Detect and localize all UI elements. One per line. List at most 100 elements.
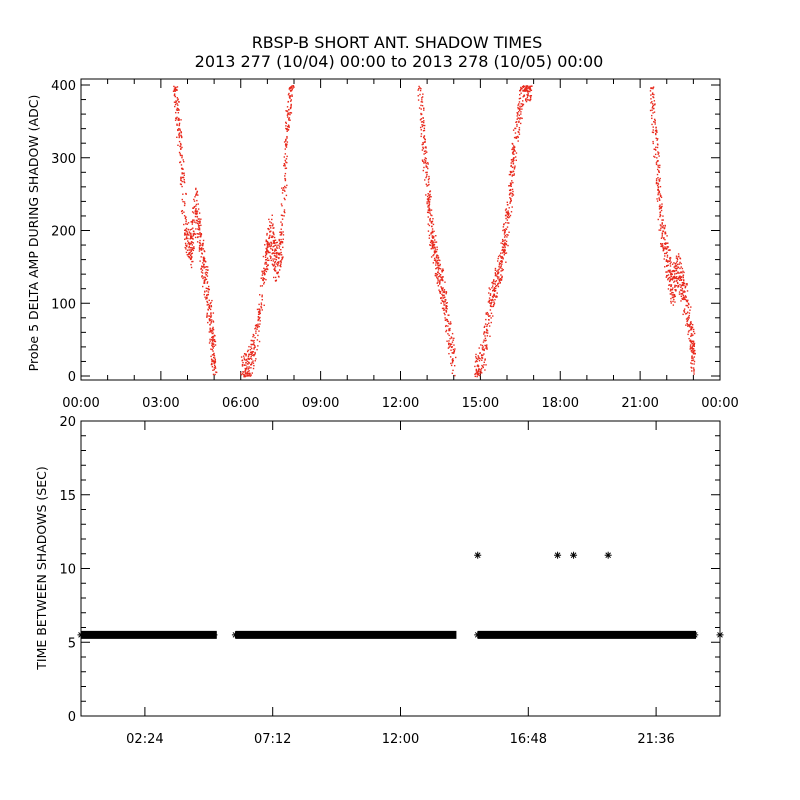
top-data-point xyxy=(484,369,486,371)
top-data-point xyxy=(690,362,692,364)
top-data-point xyxy=(674,289,677,291)
top-data-point xyxy=(662,247,665,250)
top-data-point xyxy=(512,162,515,164)
top-data-point xyxy=(515,159,517,162)
top-data-point xyxy=(514,150,516,152)
top-data-point xyxy=(690,347,692,350)
top-data-point xyxy=(278,257,280,260)
top-data-point xyxy=(176,124,178,126)
top-data-point xyxy=(282,189,284,191)
top-data-point xyxy=(511,159,513,161)
top-data-point xyxy=(254,351,256,354)
top-data-point xyxy=(180,134,182,136)
top-data-point xyxy=(493,288,495,290)
top-data-point xyxy=(424,138,426,141)
top-data-point xyxy=(658,179,661,182)
top-data-point xyxy=(194,233,197,235)
top-data-point xyxy=(448,329,450,332)
top-data-point xyxy=(432,243,435,245)
top-data-point xyxy=(516,121,518,123)
top-data-point xyxy=(435,235,437,237)
top-data-point xyxy=(285,167,288,169)
top-data-point xyxy=(432,218,434,220)
top-data-point xyxy=(451,337,453,339)
top-data-point xyxy=(501,275,503,278)
top-data-point xyxy=(210,305,213,308)
top-data-point xyxy=(671,270,674,272)
top-data-point xyxy=(504,239,506,241)
top-data-point xyxy=(502,257,504,259)
top-data-point xyxy=(181,146,183,149)
top-data-point xyxy=(508,193,511,196)
top-data-point xyxy=(477,358,479,361)
top-data-point xyxy=(442,268,444,270)
top-data-point xyxy=(502,229,504,232)
bottom-data-point xyxy=(84,631,92,639)
top-data-point xyxy=(523,90,525,92)
top-data-point xyxy=(446,320,449,323)
top-data-point xyxy=(195,219,198,222)
top-data-point xyxy=(431,214,433,217)
top-data-point xyxy=(514,165,516,167)
bottom-data-point xyxy=(189,631,197,639)
top-data-point xyxy=(201,276,203,278)
top-x-tick-label: 18:00 xyxy=(542,396,579,411)
top-data-point xyxy=(662,215,664,217)
top-data-point xyxy=(193,198,195,201)
top-data-point xyxy=(443,289,446,291)
top-data-point xyxy=(435,264,437,266)
top-data-point xyxy=(434,252,436,254)
top-data-point xyxy=(436,277,438,279)
top-data-point xyxy=(212,342,214,344)
top-data-point xyxy=(480,354,483,357)
bottom-data-point xyxy=(280,631,288,639)
top-data-point xyxy=(676,267,678,270)
top-data-point xyxy=(651,92,654,94)
top-data-point xyxy=(488,325,491,327)
top-data-point xyxy=(441,289,443,291)
top-data-point xyxy=(493,295,495,297)
top-y-axis-label: Probe 5 DELTA AMP DURING SHADOW (ADC) xyxy=(26,95,41,372)
top-data-point xyxy=(279,243,282,245)
top-data-point xyxy=(510,185,512,187)
top-data-point xyxy=(195,188,197,191)
top-data-point xyxy=(496,260,499,262)
top-data-point xyxy=(442,287,444,289)
top-data-point xyxy=(655,181,658,184)
top-data-point xyxy=(679,272,681,274)
top-data-point xyxy=(687,306,690,309)
top-data-point xyxy=(281,192,284,194)
top-data-point xyxy=(520,113,522,115)
bottom-data-point xyxy=(684,631,692,639)
top-data-point xyxy=(452,358,454,360)
top-data-point xyxy=(288,88,291,90)
top-data-point xyxy=(430,196,432,198)
top-data-point xyxy=(289,107,292,109)
top-data-point xyxy=(505,221,507,224)
top-data-points xyxy=(172,85,696,378)
top-data-point xyxy=(261,279,264,281)
top-data-point xyxy=(203,250,205,252)
top-data-point xyxy=(452,348,455,351)
top-data-point xyxy=(693,371,695,373)
top-data-point xyxy=(429,217,431,220)
top-data-point xyxy=(213,361,215,363)
top-data-point xyxy=(654,121,656,123)
top-data-point xyxy=(494,283,497,285)
top-data-point xyxy=(248,366,250,368)
top-data-point xyxy=(274,250,276,252)
top-data-point xyxy=(427,223,429,225)
top-data-point xyxy=(428,177,430,180)
top-data-point xyxy=(653,100,656,102)
top-data-point xyxy=(437,255,439,257)
top-data-point xyxy=(283,156,286,158)
top-data-point xyxy=(503,223,505,225)
top-data-point xyxy=(671,291,673,294)
top-data-point xyxy=(251,352,253,354)
top-data-point xyxy=(424,157,427,159)
top-data-point xyxy=(212,320,215,322)
top-data-point xyxy=(266,250,268,252)
bottom-data-point xyxy=(656,631,664,639)
top-data-point xyxy=(493,279,495,281)
top-data-point xyxy=(485,347,487,349)
